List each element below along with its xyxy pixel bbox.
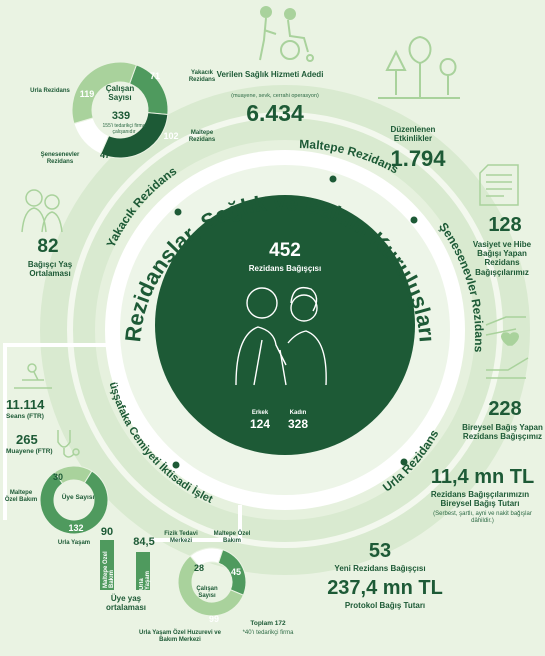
emp-bottom-name-ftr: Fizik Tedavi Merkezi [164, 531, 198, 544]
hub-circle [155, 195, 415, 455]
emp-top-seg-senesenevler: 47 [99, 150, 110, 160]
indiv-value: 228 [488, 398, 522, 420]
emp-bottom-seg-ftr: 28 [193, 563, 204, 573]
seans-value: 11.114 [6, 397, 45, 412]
emp-top-total: 339 [111, 110, 131, 122]
new-donors-value: 53 [368, 540, 392, 562]
donut-slice [71, 61, 138, 125]
emp-bottom-name-maltepe: Maltepe Özel Bakım [213, 531, 251, 544]
seans-label: Seans (FTR) [6, 413, 44, 420]
members-seg-maltepe: 30 [52, 472, 63, 482]
age-avg-value: 82 [37, 236, 59, 257]
gender-female-value: 328 [287, 417, 309, 431]
new-donors-label: Yeni Rezidans Bağışçısı [334, 564, 426, 573]
events-label: Düzenlenen Etkinlikler [390, 125, 436, 144]
emp-bottom-title: Çalışan Sayısı [196, 586, 218, 599]
health-sub: (muayene, sevk, cerrahi operasyon) [231, 93, 319, 99]
age-bar-urla [136, 552, 150, 590]
elderly-icon [21, 189, 63, 233]
age-bars-title: Üye yaş ortalaması [105, 594, 147, 613]
employees-donut-bottom [177, 547, 247, 617]
donut-slice [39, 470, 109, 535]
emp-bottom-seg-urla: 99 [208, 614, 219, 624]
hub-label: Rezidans Bağışçısı [248, 264, 322, 273]
emp-bottom-seg-maltepe: 45 [230, 567, 241, 577]
emp-bottom-note: *40'ı tedarikçi firma [242, 630, 294, 636]
total-value: 11,4 mn TL [430, 466, 535, 488]
health-label: Verilen Sağlık Hizmeti Adedi [216, 70, 324, 79]
emp-top-note: 155'i tedarikçi firma çalışanıdır [102, 123, 146, 135]
emp-bottom-name-urla: Urla Yaşam Özel Huzurevi ve Bakım Merkez… [139, 630, 221, 643]
gender-female-label: Kadın [289, 410, 307, 416]
hub-count: 452 [269, 240, 301, 261]
emp-top-name-yakacik: Yakacık Rezidans [188, 70, 216, 83]
protocol-value: 237,4 mn TL [327, 577, 443, 599]
members-title: Üye Sayısı [61, 494, 95, 501]
health-value: 6.434 [246, 100, 304, 126]
emp-top-name-urla: Urla Rezidans [30, 88, 70, 94]
emp-top-name-maltepe: Maltepe Rezidans [188, 130, 216, 143]
employees-donut-top [71, 61, 169, 159]
muayene-value: 265 [16, 432, 38, 447]
emp-top-seg-maltepe: 102 [163, 131, 179, 141]
emp-top-seg-urla: 119 [79, 89, 95, 99]
massage-icon [14, 363, 52, 389]
emp-bottom-total: Toplam 172 [250, 620, 286, 627]
indiv-label: Bireysel Bağış Yapan Rezidans Bağışçımız [462, 423, 543, 442]
donut-slice [177, 555, 245, 617]
emp-top-name-senesenevler: Şenesenevler Rezidans [40, 152, 80, 165]
age-bar-urla-name: Urla Yaşam [139, 570, 151, 590]
protocol-label: Protokol Bağış Tutarı [344, 601, 426, 610]
members-seg-urla: 132 [68, 523, 84, 533]
age-bar-maltepe-name: Maltepe Özel Bakım [103, 551, 115, 588]
will-label: Vasiyet ve Hibe Bağışı Yapan Rezidans Ba… [472, 240, 532, 277]
muayene-label: Muayene (FTR) [6, 448, 53, 455]
age-bar-maltepe-value: 90 [100, 526, 114, 538]
document-icon [479, 164, 519, 206]
wheelchair-icon [259, 6, 314, 62]
members-name-maltepe: Maltepe Özel Bakım [4, 490, 38, 503]
elderly-couple-icon [235, 286, 327, 386]
emp-top-title: Çalışan Sayısı [105, 84, 135, 103]
gender-male-label: Erkek [251, 410, 269, 416]
hand-heart-icon [485, 316, 529, 379]
age-bar-maltepe [100, 540, 114, 590]
age-avg-label: Bağışçı Yaş Ortalaması [27, 260, 73, 279]
trees-icon [378, 35, 460, 99]
members-donut [39, 465, 109, 535]
total-label: Rezidans Bağışçılarımızın Bireysel Bağış… [430, 490, 530, 509]
members-name-urla: Urla Yaşam [57, 540, 91, 546]
total-sub: (Serbest, şartlı, ayni ve nakit bağışlar… [433, 511, 532, 524]
stethoscope-icon [57, 430, 80, 458]
events-value: 1.794 [390, 146, 446, 171]
will-value: 128 [488, 214, 522, 236]
gender-male-value: 124 [249, 417, 271, 431]
emp-top-seg-yakacik: 71 [149, 71, 160, 81]
age-bar-urla-value: 84,5 [133, 536, 155, 548]
